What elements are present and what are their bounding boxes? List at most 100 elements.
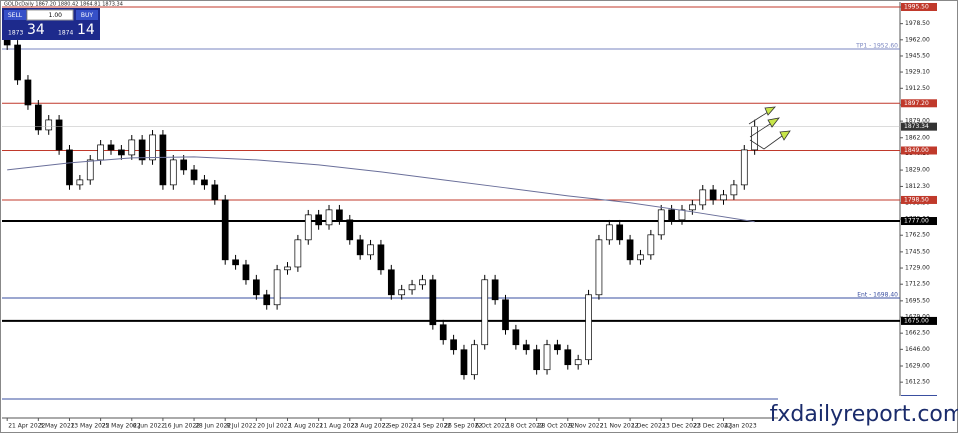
x-tick-label: 11 Aug 2022 <box>320 423 359 430</box>
y-tick-label: 1812.30 <box>905 183 930 190</box>
sell-price-small: 34 <box>27 22 45 38</box>
x-tick-label: 1 Aug 2022 <box>288 423 323 430</box>
y-tick-label: 1929.10 <box>905 69 930 76</box>
candle-body <box>86 159 94 181</box>
watermark-bg <box>778 396 956 432</box>
level-tag <box>901 146 937 155</box>
arrow-head <box>764 106 776 116</box>
candle-body <box>699 189 707 206</box>
x-tick-label: 28 Jun 2022 <box>195 423 231 430</box>
y-tick-label: 1862.00 <box>905 134 930 141</box>
level-label: 1995.50 <box>904 3 929 10</box>
x-tick-label: 23 Aug 2022 <box>351 423 390 430</box>
x-tick-label: 6 Oct 2022 <box>475 423 508 430</box>
y-tick-label: 1712.50 <box>905 281 930 288</box>
trade-level-label: Ent - 1698.40 <box>857 292 898 299</box>
candle-body <box>97 144 104 161</box>
candle-body <box>232 259 239 266</box>
y-tick-label: 1745.50 <box>905 248 930 255</box>
x-tick-label: 23 Dec 2022 <box>693 423 732 430</box>
y-tick-label: 1762.50 <box>905 232 930 239</box>
candle-body <box>76 179 84 186</box>
lot-value[interactable]: 1.00 <box>49 12 63 19</box>
x-tick-label: 13 Dec 2022 <box>662 423 701 430</box>
moving-average <box>7 156 755 223</box>
candle-body <box>180 159 188 171</box>
sell-label[interactable]: SELL <box>8 12 23 19</box>
arrow-line <box>749 123 771 138</box>
candle-body <box>678 209 686 221</box>
x-tick-label: 8 Jul 2022 <box>226 423 256 430</box>
candle-body <box>419 279 426 286</box>
candle-body <box>502 299 509 331</box>
candle-body <box>304 214 312 241</box>
candle-body <box>118 149 125 156</box>
x-tick-label: 21 Nov 2022 <box>600 423 639 430</box>
y-tick-label: 1646.00 <box>905 346 930 353</box>
x-tick-label: 9 Nov 2022 <box>569 423 604 430</box>
arrow-line <box>748 111 769 125</box>
candle-body <box>533 349 540 371</box>
candle-body <box>657 209 665 236</box>
candle-body <box>336 209 343 221</box>
candle-body <box>554 344 561 351</box>
y-tick-label: 1629.00 <box>905 362 930 369</box>
buy-label[interactable]: BUY <box>81 12 94 19</box>
y-tick-label: 1962.00 <box>905 36 930 43</box>
candle-body <box>45 119 53 131</box>
x-tick-label: 28 Oct 2022 <box>538 423 575 430</box>
level-label: 1777.00 <box>904 218 929 225</box>
candle-body <box>221 199 229 261</box>
candle-body <box>242 264 250 281</box>
candle-body <box>668 209 675 221</box>
x-tick-label: 18 Oct 2022 <box>507 423 544 430</box>
plot-layer: 1995.50 1978.50 1962.00 1945.50 1929.10 1912.… <box>2 2 937 430</box>
candle-body <box>273 269 281 306</box>
y-tick-label: 1912.50 <box>905 85 930 92</box>
candle-body <box>522 344 530 351</box>
x-tick-label: 3 May 2022 <box>39 423 74 430</box>
sell-button[interactable] <box>4 10 26 20</box>
candle-body <box>211 184 219 201</box>
candle-body <box>605 224 613 241</box>
x-tick-label: 16 Jun 2022 <box>164 423 200 430</box>
candle-body <box>740 149 748 186</box>
candle-body <box>574 359 582 366</box>
level-tag <box>901 2 937 11</box>
lot-field[interactable] <box>26 9 74 21</box>
y-tick-label: 1729.00 <box>905 265 930 272</box>
candle-body <box>14 44 21 81</box>
level-label: 1798.50 <box>904 196 929 203</box>
candle-body <box>315 214 322 226</box>
candle-body <box>720 194 727 201</box>
level-label: 1675.00 <box>904 317 929 324</box>
candle-body <box>585 294 592 361</box>
y-tick-label: 1945.50 <box>905 52 930 59</box>
candle-body <box>190 169 198 181</box>
candle-body <box>325 209 333 226</box>
current-price-label: 1873.34 <box>904 123 929 130</box>
candle-body <box>107 144 115 151</box>
candle-body <box>3 39 11 46</box>
y-tick-label: 1612.50 <box>905 379 930 386</box>
candle-body <box>595 239 603 296</box>
sell-price-big: 1873 <box>8 30 23 37</box>
candle-body <box>169 159 177 186</box>
candle-body <box>689 204 696 211</box>
candle-body <box>138 139 146 161</box>
candle-body <box>398 289 406 296</box>
candle-body <box>128 139 136 156</box>
y-tick-label: 1978.50 <box>905 20 930 27</box>
buy-button[interactable] <box>76 10 98 20</box>
x-tick-label: 6 Jun 2022 <box>133 423 165 430</box>
candle-body <box>346 219 354 241</box>
candle-body <box>439 324 447 341</box>
x-tick-label: 25 May 2022 <box>102 423 141 430</box>
current-price-tag <box>901 122 937 131</box>
x-tick-label: 20 Jul 2022 <box>257 423 291 430</box>
x-tick-label: 13 May 2022 <box>70 423 109 430</box>
arrow-head <box>779 130 791 141</box>
candle-body <box>55 119 63 151</box>
